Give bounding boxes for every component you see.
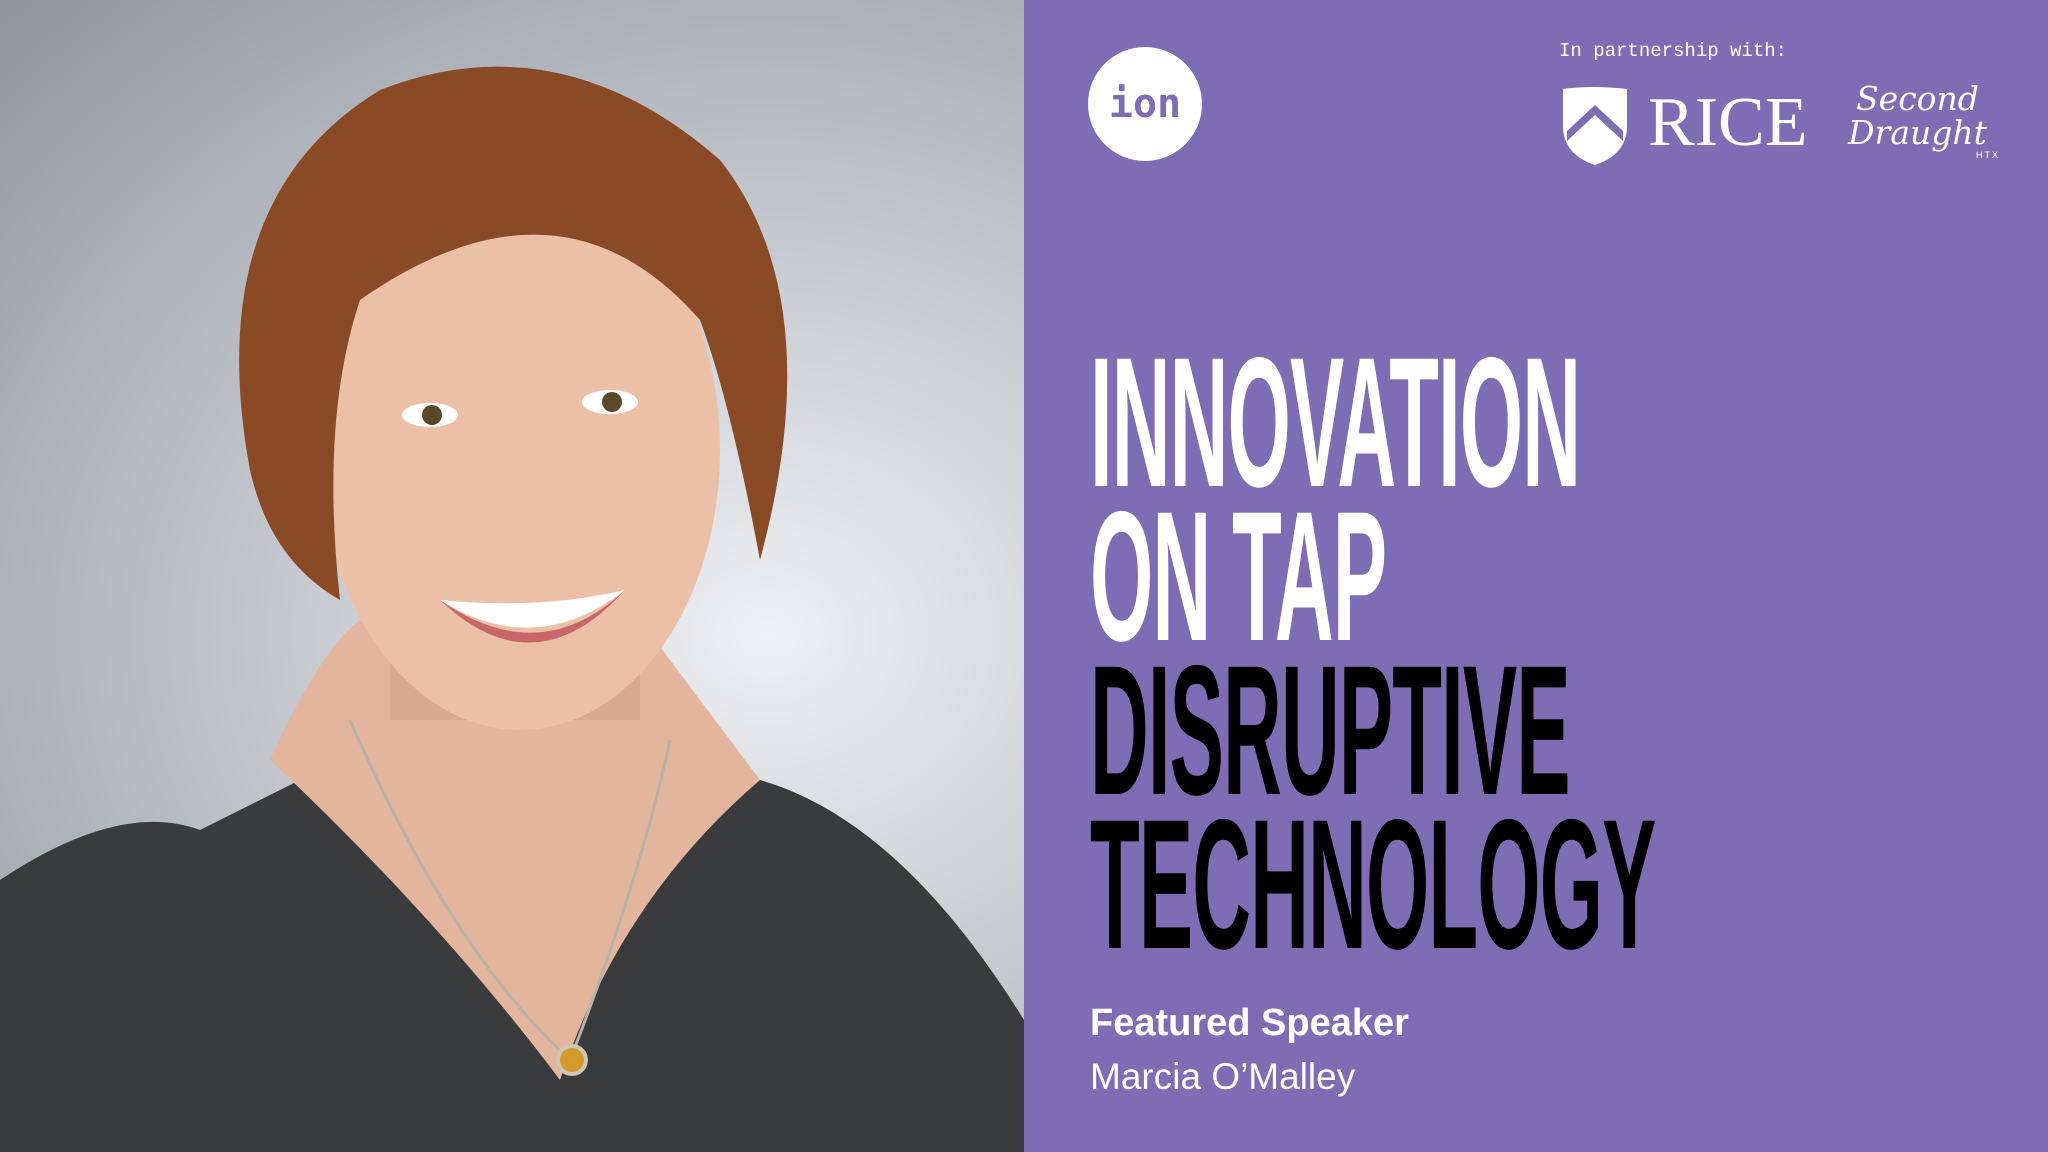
speaker-name: Marcia O’Malley bbox=[1090, 1056, 1356, 1097]
second-draught-logo: Second Draught HTX bbox=[1835, 79, 2000, 161]
headline-line-1: INNOVATION bbox=[1090, 320, 1581, 526]
headline-line-4: TECHNOLOGY bbox=[1090, 782, 1656, 988]
headline-line-2: ON TAP bbox=[1090, 474, 1387, 680]
rice-logo-text: RICE bbox=[1648, 84, 1808, 161]
partnership-label: In partnership with: bbox=[1559, 40, 1788, 62]
event-panel bbox=[1024, 0, 2048, 1152]
second-draught-text: Second Draught bbox=[1848, 79, 1987, 152]
speaker-photo bbox=[0, 0, 1024, 1152]
ion-logo: ion bbox=[1088, 47, 1202, 161]
ion-logo-text: ion bbox=[1108, 81, 1182, 127]
rice-shield-icon bbox=[1563, 87, 1627, 165]
headline-line-3: DISRUPTIVE bbox=[1090, 628, 1571, 834]
featured-speaker-label: Featured Speaker bbox=[1090, 1002, 1409, 1044]
second-draught-htx: HTX bbox=[1976, 150, 2000, 160]
